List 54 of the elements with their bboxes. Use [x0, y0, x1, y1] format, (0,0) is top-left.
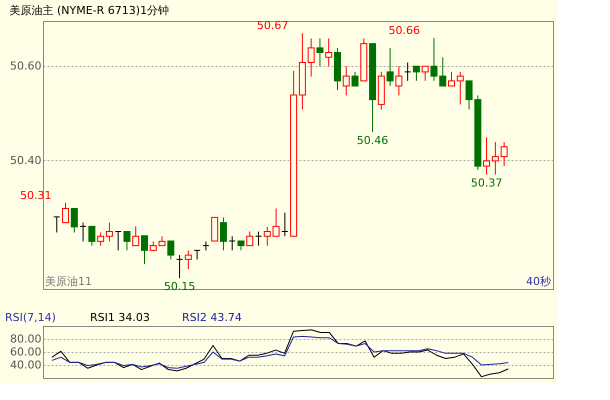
y-tick-label: 80.00 [10, 332, 42, 346]
candlestick [281, 212, 288, 237]
line-series [51, 329, 509, 378]
candlestick [404, 62, 412, 82]
candlestick [53, 216, 60, 233]
candlestick [88, 226, 96, 246]
text: 50.31 [20, 188, 52, 202]
annotation: 50.37 [470, 176, 502, 190]
chart-subtitle: RSI(7,14) [5, 311, 56, 324]
annotation: 50.15 [164, 280, 196, 294]
candlestick [456, 71, 464, 105]
candlestick [316, 38, 324, 67]
candlestick [194, 250, 201, 260]
annotation: 50.67 [256, 19, 288, 32]
candlestick [466, 80, 473, 110]
candlestick [123, 231, 130, 251]
line-series [51, 336, 509, 369]
candlestick [140, 235, 148, 265]
candlestick [106, 222, 113, 242]
annotation: 50.66 [388, 24, 420, 37]
candlestick [255, 231, 262, 246]
candlestick [237, 240, 244, 251]
candlestick [246, 231, 254, 246]
text: RSI2 43.74 [182, 311, 242, 324]
candlestick [220, 216, 227, 251]
text: RSI1 34.03 [90, 311, 150, 324]
candlestick [483, 136, 490, 176]
candlestick [386, 47, 394, 86]
candlestick [342, 66, 350, 96]
candlestick [97, 232, 104, 246]
candlestick [352, 71, 359, 86]
annotation: 50.46 [356, 134, 388, 148]
candlestick [70, 208, 78, 233]
y-tick-label: 60.00 [10, 346, 42, 358]
candlestick [176, 254, 184, 279]
candlestick [132, 226, 140, 246]
y-tick-label: 50.60 [10, 60, 42, 73]
candlestick [167, 240, 174, 260]
candlestick [114, 231, 122, 251]
candlestick [184, 250, 192, 270]
candlestick [412, 66, 420, 82]
candlestick [325, 38, 332, 67]
candlestick [211, 216, 218, 242]
candlestick [62, 202, 70, 224]
candlestick [80, 222, 87, 242]
candlestick [395, 66, 402, 96]
annotation: 美原油11 [45, 275, 92, 288]
text: 40秒 [526, 275, 551, 288]
chart-title: 美原油主 (NYME-R 6713)1分钟 [10, 4, 170, 18]
y-tick-label: 50.40 [10, 154, 42, 167]
candlestick [228, 236, 236, 251]
candlestick [448, 71, 456, 86]
y-tick-label: 40.00 [10, 358, 42, 372]
candlestick [422, 66, 429, 82]
